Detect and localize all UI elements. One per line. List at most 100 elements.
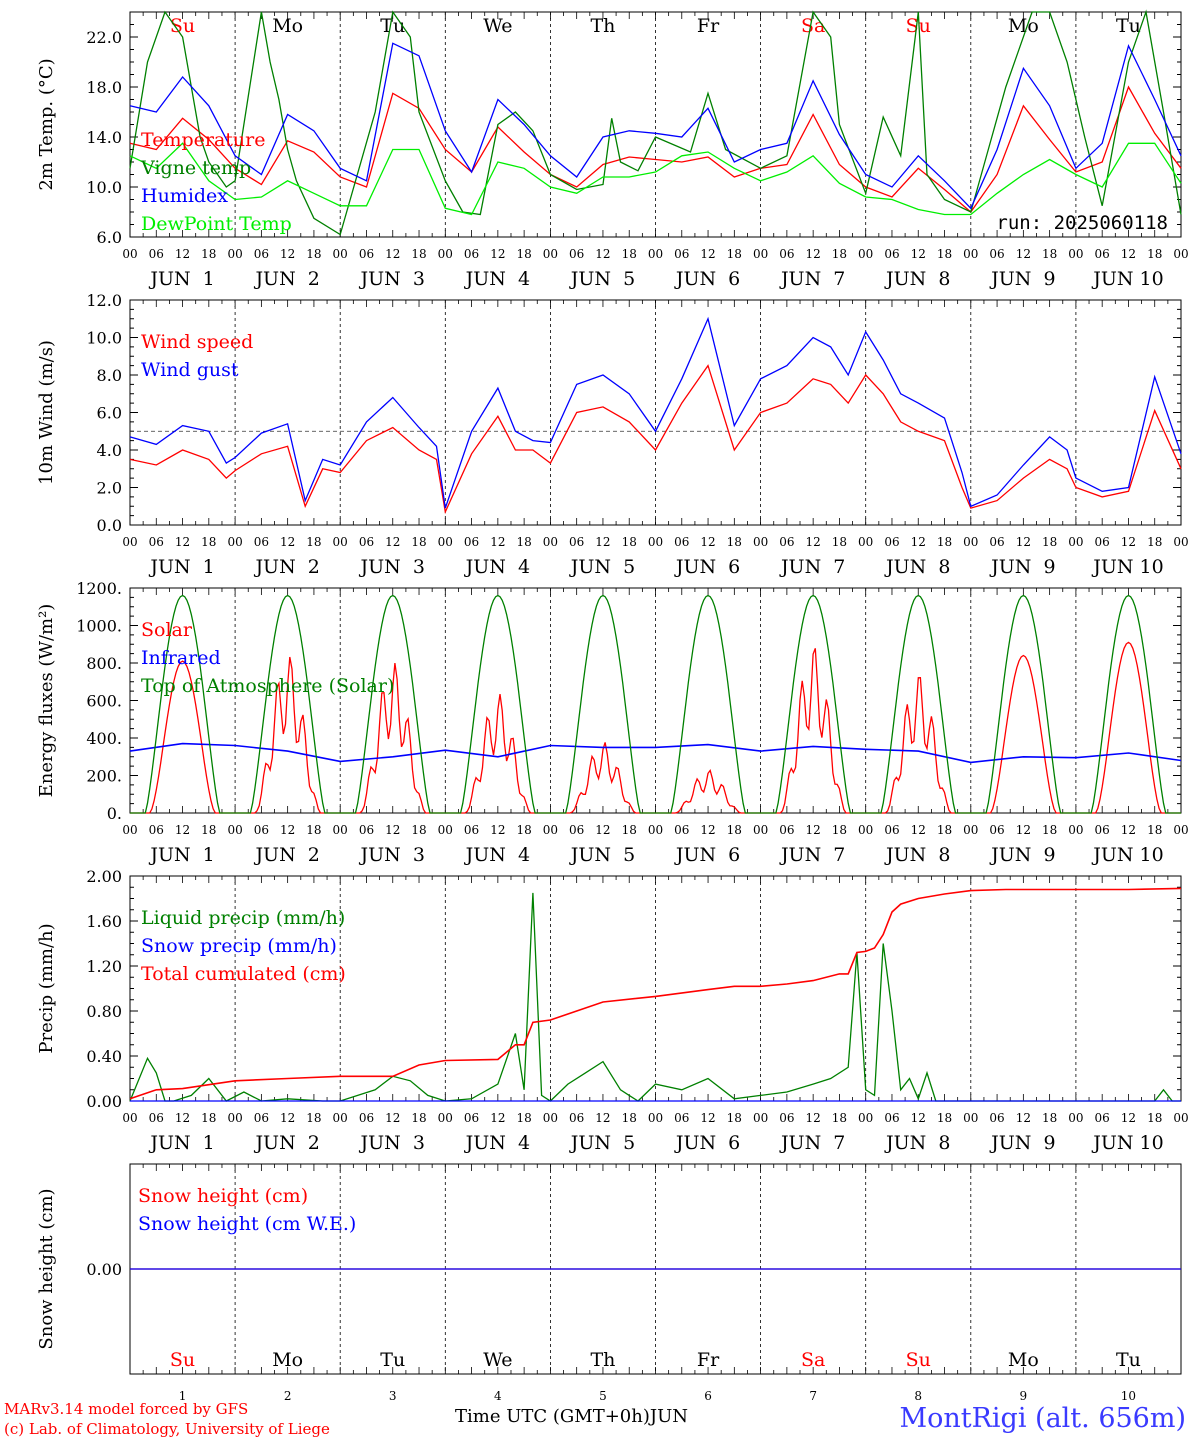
energy-x-hour-label: 12 (385, 823, 400, 837)
precip-x-day-label: JUN 8 (884, 1132, 950, 1154)
energy-x-hour-label: 12 (806, 823, 821, 837)
wind-y-tick-label: 8.0 (97, 366, 122, 385)
wind-x-day-label: JUN 1 (148, 556, 214, 578)
wind-x-hour-label: 12 (1121, 535, 1136, 549)
temperature-series-line (129, 85, 1182, 213)
energy-x-hour-label: 18 (727, 823, 742, 837)
temperature-frame (129, 11, 1182, 238)
wind-x-day-label: JUN 9 (989, 556, 1055, 578)
temperature-y-tick-label: 18.0 (86, 78, 122, 97)
energy-x-hour-label: 12 (175, 823, 190, 837)
wind-x-hour-label: 00 (333, 535, 348, 549)
temperature-x-day-label: JUN 5 (569, 268, 635, 290)
day-name-label: Fr (697, 15, 720, 37)
wind-x-hour-label: 06 (254, 535, 269, 549)
precip-x-hour-label: 12 (595, 1111, 610, 1125)
energy-x-hour-label: 18 (516, 823, 531, 837)
energy-x-hour-label: 12 (280, 823, 295, 837)
wind-x-hour-label: 06 (674, 535, 689, 549)
wind-x-hour-label: 18 (937, 535, 952, 549)
wind-y-tick-label: 6.0 (97, 404, 122, 423)
wind-x-hour-label: 12 (595, 535, 610, 549)
temperature-series-line (129, 9, 1182, 236)
snow-day-name-label: We (483, 1349, 512, 1371)
temperature-x-hour-label: 00 (438, 247, 453, 261)
energy-x-hour-label: 18 (937, 823, 952, 837)
wind-legend-entry: Wind gust (141, 359, 239, 381)
energy-x-hour-label: 12 (700, 823, 715, 837)
energy-x-hour-label: 00 (648, 823, 663, 837)
snow-day-name-label: Mo (272, 1349, 303, 1371)
precip-y-tick-label: 0.40 (86, 1047, 122, 1066)
temperature-legend-entry: DewPoint Temp (141, 213, 292, 235)
energy-x-hour-label: 06 (359, 823, 374, 837)
wind-x-hour-label: 00 (122, 535, 137, 549)
day-name-label: Sa (801, 15, 825, 37)
temperature-x-day-label: JUN 7 (779, 268, 845, 290)
energy-x-hour-label: 06 (989, 823, 1004, 837)
snow-day-name-label: Su (170, 1349, 195, 1371)
wind-legend-entry: Wind speed (141, 331, 253, 353)
precip-x-hour-label: 18 (727, 1111, 742, 1125)
precip-x-hour-label: 00 (648, 1111, 663, 1125)
wind-x-hour-label: 00 (543, 535, 558, 549)
precip-y-tick-label: 0.80 (86, 1002, 122, 1021)
temperature-x-hour-label: 18 (622, 247, 637, 261)
energy-x-hour-label: 18 (201, 823, 216, 837)
wind-x-hour-label: 18 (1042, 535, 1057, 549)
precip-x-hour-label: 18 (1042, 1111, 1057, 1125)
wind-x-hour-label: 18 (832, 535, 847, 549)
wind-x-hour-label: 06 (1095, 535, 1110, 549)
temperature-x-hour-label: 00 (122, 247, 137, 261)
temperature-x-hour-label: 18 (411, 247, 426, 261)
precip-x-day-label: JUN 3 (359, 1132, 425, 1154)
snow-day-number-label: 2 (284, 1389, 292, 1403)
precip-x-hour-label: 18 (937, 1111, 952, 1125)
temperature-x-hour-label: 18 (832, 247, 847, 261)
temperature-x-hour-label: 00 (963, 247, 978, 261)
wind-series-line (129, 364, 1182, 515)
energy-x-hour-label: 18 (832, 823, 847, 837)
energy-legend-entry: Infrared (141, 647, 221, 669)
precip-x-hour-label: 18 (832, 1111, 847, 1125)
snow-day-name-label: Su (906, 1349, 931, 1371)
precip-x-hour-label: 00 (438, 1111, 453, 1125)
energy-x-hour-label: 00 (122, 823, 137, 837)
snow-day-name-label: Mo (1008, 1349, 1039, 1371)
temperature-y-tick-label: 10.0 (86, 178, 122, 197)
temperature-x-day-label: JUN 1 (148, 268, 214, 290)
temperature-legend-entry: Humidex (141, 185, 228, 207)
energy-x-day-label: JUN 10 (1091, 844, 1163, 866)
wind-frame (129, 299, 1182, 526)
temperature-x-hour-label: 06 (779, 247, 794, 261)
temperature-x-hour-label: 06 (359, 247, 374, 261)
energy-x-day-label: JUN 6 (674, 844, 740, 866)
energy-x-hour-label: 00 (753, 823, 768, 837)
precip-x-hour-label: 12 (490, 1111, 505, 1125)
precip-x-day-label: JUN 4 (464, 1132, 530, 1154)
energy-x-hour-label: 18 (1147, 823, 1162, 837)
energy-x-hour-label: 00 (963, 823, 978, 837)
wind-y-tick-label: 0.0 (97, 516, 122, 535)
wind-y-tick-label: 10.0 (86, 329, 122, 348)
wind-x-hour-label: 00 (648, 535, 663, 549)
wind-series-line (129, 316, 1182, 509)
snow-day-number-label: 10 (1121, 1389, 1136, 1403)
temperature-x-hour-label: 00 (333, 247, 348, 261)
precip-x-hour-label: 00 (333, 1111, 348, 1125)
temperature-x-hour-label: 18 (201, 247, 216, 261)
precip-x-hour-label: 12 (700, 1111, 715, 1125)
precip-x-hour-label: 12 (1121, 1111, 1136, 1125)
precip-x-hour-label: 06 (1095, 1111, 1110, 1125)
wind-x-hour-label: 00 (753, 535, 768, 549)
energy-y-tick-label: 0. (107, 804, 122, 823)
energy-y-tick-label: 800. (86, 654, 122, 673)
lab-credit: (c) Lab. of Climatology, University of L… (4, 1420, 330, 1438)
precip-x-hour-label: 06 (149, 1111, 164, 1125)
temperature-x-hour-label: 18 (306, 247, 321, 261)
wind-x-hour-label: 00 (438, 535, 453, 549)
precip-x-day-label: JUN 7 (779, 1132, 845, 1154)
energy-x-hour-label: 00 (227, 823, 242, 837)
precip-x-day-label: JUN 1 (148, 1132, 214, 1154)
